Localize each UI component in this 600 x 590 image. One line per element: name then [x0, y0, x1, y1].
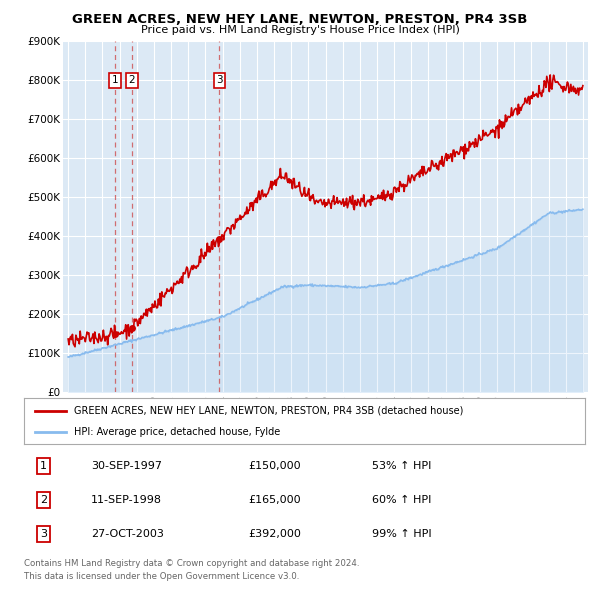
Text: 1: 1 — [40, 461, 47, 471]
Text: £165,000: £165,000 — [248, 495, 301, 505]
Text: 2: 2 — [128, 76, 135, 86]
Text: Price paid vs. HM Land Registry's House Price Index (HPI): Price paid vs. HM Land Registry's House … — [140, 25, 460, 35]
Text: 99% ↑ HPI: 99% ↑ HPI — [372, 529, 431, 539]
Text: 60% ↑ HPI: 60% ↑ HPI — [372, 495, 431, 505]
Text: 30-SEP-1997: 30-SEP-1997 — [91, 461, 163, 471]
Text: 1: 1 — [112, 76, 119, 86]
Text: £150,000: £150,000 — [248, 461, 301, 471]
Text: 11-SEP-1998: 11-SEP-1998 — [91, 495, 163, 505]
Text: £392,000: £392,000 — [248, 529, 301, 539]
Text: 3: 3 — [216, 76, 223, 86]
Text: 3: 3 — [40, 529, 47, 539]
Text: 27-OCT-2003: 27-OCT-2003 — [91, 529, 164, 539]
Text: Contains HM Land Registry data © Crown copyright and database right 2024.: Contains HM Land Registry data © Crown c… — [24, 559, 359, 568]
Text: GREEN ACRES, NEW HEY LANE, NEWTON, PRESTON, PR4 3SB: GREEN ACRES, NEW HEY LANE, NEWTON, PREST… — [73, 13, 527, 26]
Text: 2: 2 — [40, 495, 47, 505]
Text: GREEN ACRES, NEW HEY LANE, NEWTON, PRESTON, PR4 3SB (detached house): GREEN ACRES, NEW HEY LANE, NEWTON, PREST… — [74, 405, 464, 415]
Text: This data is licensed under the Open Government Licence v3.0.: This data is licensed under the Open Gov… — [24, 572, 299, 581]
Text: 53% ↑ HPI: 53% ↑ HPI — [372, 461, 431, 471]
Text: HPI: Average price, detached house, Fylde: HPI: Average price, detached house, Fyld… — [74, 427, 281, 437]
